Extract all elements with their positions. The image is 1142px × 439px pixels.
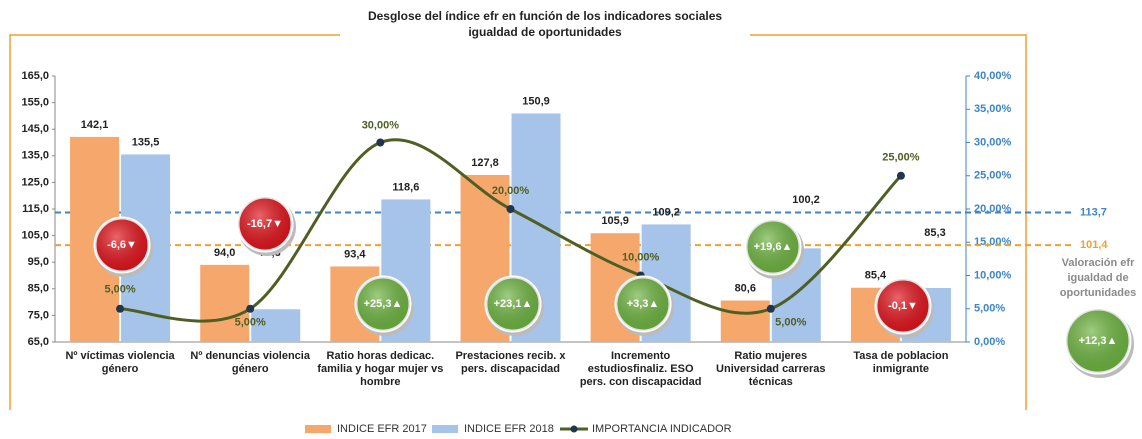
x-tick-label: Nº denuncias violencia género bbox=[190, 350, 310, 375]
overall-label: Valoración efr igualdad de oportunidades bbox=[1059, 257, 1137, 299]
line-label: 5,00% bbox=[104, 284, 135, 296]
badge-shade bbox=[95, 218, 149, 272]
data-label: 85,3 bbox=[924, 227, 945, 239]
data-label: 127,8 bbox=[471, 157, 499, 169]
badge-label: -6,6▼ bbox=[107, 239, 137, 251]
data-label: 135,5 bbox=[132, 136, 160, 148]
y-tick-label: 115,0 bbox=[22, 203, 49, 215]
badge-shade bbox=[1066, 309, 1130, 373]
y2-tick-label: 25,00% bbox=[974, 170, 1012, 182]
y-tick-label: 135,0 bbox=[21, 150, 49, 162]
y-tick-label: 155,0 bbox=[21, 97, 49, 109]
title: Desglose del índice efr en función de lo… bbox=[367, 9, 723, 23]
y-tick-label: 105,0 bbox=[21, 230, 49, 242]
y2-tick-label: 35,00% bbox=[974, 103, 1012, 115]
y-tick-label: 75,0 bbox=[28, 309, 49, 321]
badge-shade bbox=[876, 279, 930, 333]
line-marker bbox=[506, 205, 515, 213]
y-tick-label: 95,0 bbox=[28, 256, 49, 268]
badge-label: -0,1▼ bbox=[888, 300, 918, 312]
data-label: 94,0 bbox=[214, 247, 235, 259]
y2-tick-label: 10,00% bbox=[974, 269, 1012, 281]
data-label: 118,6 bbox=[392, 181, 419, 193]
badge-label: +25,3▲ bbox=[364, 298, 403, 310]
data-label: 80,6 bbox=[735, 282, 756, 294]
data-label: 150,9 bbox=[522, 95, 550, 107]
badge-shade bbox=[238, 197, 292, 251]
legend-swatch bbox=[432, 425, 458, 433]
data-label: 142,1 bbox=[81, 119, 109, 131]
y-tick-label: 85,0 bbox=[28, 283, 49, 295]
x-tick-label: Ratio mujeres Universidad carreras técni… bbox=[716, 350, 826, 388]
y2-tick-label: 40,00% bbox=[974, 70, 1012, 82]
data-label: 109,2 bbox=[652, 206, 680, 218]
legend-label: IMPORTANCIA INDICADOR bbox=[592, 423, 732, 435]
y2-tick-label: 5,00% bbox=[974, 303, 1005, 315]
badge-shade bbox=[486, 277, 540, 331]
line-marker bbox=[896, 171, 905, 180]
frame bbox=[9, 34, 340, 410]
line-label: 5,00% bbox=[235, 317, 266, 329]
x-tick-label: Ratio horas dedicac. familia y hogar muj… bbox=[317, 350, 444, 388]
legend-label: INDICE EFR 2018 bbox=[464, 423, 554, 435]
y2-tick-label: 20,00% bbox=[974, 203, 1012, 215]
y2-tick-label: 15,00% bbox=[974, 236, 1012, 248]
line-marker bbox=[246, 304, 255, 313]
reference-label: 113,7 bbox=[1080, 206, 1107, 218]
line-marker bbox=[766, 304, 775, 313]
legend-label: INDICE EFR 2017 bbox=[337, 423, 427, 435]
y-tick-label: 165,0 bbox=[21, 70, 49, 82]
subtitle: igualdad de oportunidades bbox=[468, 25, 622, 39]
line-label: 10,00% bbox=[622, 251, 660, 263]
line-label: 25,00% bbox=[882, 152, 920, 164]
bar bbox=[251, 309, 301, 342]
x-tick-label: Prestaciones recib. x pers. discapacidad bbox=[455, 350, 566, 375]
badge-label: -16,7▼ bbox=[247, 218, 283, 230]
x-tick-label: Tasa de poblacion inmigrante bbox=[853, 350, 949, 375]
badge-label: +3,3▲ bbox=[627, 298, 660, 310]
x-tick-label: Incremento estudiosfinaliz. ESO pers. co… bbox=[579, 350, 702, 388]
badge-shade bbox=[746, 220, 800, 274]
y2-tick-label: 0,00% bbox=[974, 336, 1005, 348]
chart-title: Desglose del índice efr en función de lo… bbox=[345, 8, 745, 40]
badge-label: +19,6▲ bbox=[754, 241, 793, 253]
bar bbox=[200, 264, 250, 342]
bar bbox=[720, 300, 770, 342]
badge-shade bbox=[616, 277, 670, 331]
badge-shade bbox=[356, 277, 410, 331]
legend-swatch bbox=[570, 425, 578, 433]
x-tick-label: Nº víctimas violencia género bbox=[65, 350, 175, 375]
line-marker bbox=[376, 138, 385, 147]
badge-label: +12,3▲ bbox=[1079, 335, 1118, 347]
line-label: 5,00% bbox=[775, 317, 806, 329]
y-tick-label: 125,0 bbox=[21, 176, 49, 188]
data-label: 105,9 bbox=[601, 215, 629, 227]
line-label: 20,00% bbox=[492, 185, 530, 197]
y-tick-label: 65,0 bbox=[28, 336, 49, 348]
legend-swatch bbox=[305, 425, 331, 433]
y-tick-label: 145,0 bbox=[21, 123, 49, 135]
line-label: 30,00% bbox=[362, 119, 400, 131]
data-label: 100,2 bbox=[792, 194, 820, 206]
data-label: 85,4 bbox=[865, 270, 887, 282]
data-label: 93,4 bbox=[344, 248, 366, 260]
reference-label: 101,4 bbox=[1080, 239, 1108, 251]
y2-tick-label: 30,00% bbox=[974, 136, 1012, 148]
frame bbox=[750, 34, 1027, 410]
line-marker bbox=[116, 304, 125, 313]
badge-label: +23,1▲ bbox=[494, 298, 533, 310]
